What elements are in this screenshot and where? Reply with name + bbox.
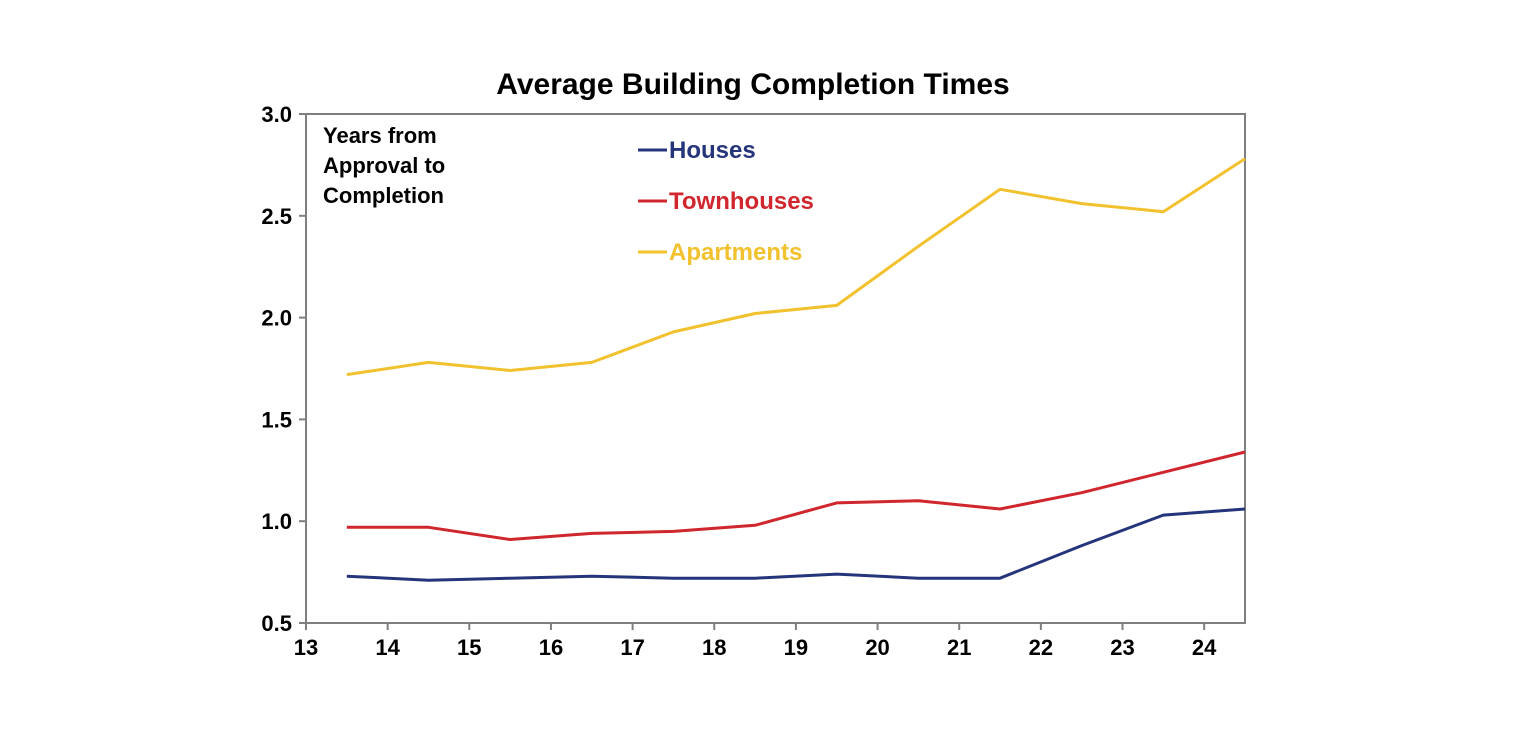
x-tick-label: 20	[865, 635, 889, 660]
legend: Houses Townhouses Apartments	[638, 137, 814, 266]
legend-item-houses: Houses	[638, 137, 756, 164]
y-tick-label: 1.0	[261, 509, 292, 534]
axis-unit-annotation: Years from Approval to Completion	[323, 123, 445, 208]
x-tick-label: 15	[457, 635, 481, 660]
series-line-apartments	[346, 157, 1246, 377]
y-tick-label: 2.0	[261, 306, 292, 331]
y-axis: 0.5 1.0 1.5 2.0 2.5 3.0	[261, 102, 306, 636]
series-line-houses	[346, 507, 1246, 582]
x-tick-label: 16	[539, 635, 563, 660]
x-tick-label: 22	[1029, 635, 1053, 660]
y-tick-label: 0.5	[261, 611, 292, 636]
x-tick-label: 24	[1192, 635, 1217, 660]
annotation-line-1: Years from	[323, 123, 437, 148]
legend-label: Townhouses	[669, 188, 814, 215]
y-tick-label: 1.5	[261, 407, 292, 432]
y-tick-label: 2.5	[261, 204, 292, 229]
plot-area-frame	[305, 113, 1246, 624]
legend-label: Houses	[669, 137, 756, 164]
y-tick-label: 3.0	[261, 102, 292, 127]
legend-item-townhouses: Townhouses	[638, 188, 814, 215]
chart-title: Average Building Completion Times	[496, 68, 1009, 101]
annotation-line-2: Approval to	[323, 153, 445, 178]
legend-label: Apartments	[669, 239, 802, 266]
x-tick-label: 17	[620, 635, 644, 660]
x-tick-label: 13	[294, 635, 318, 660]
series-line-townhouses	[346, 450, 1246, 541]
series-lines	[346, 157, 1246, 582]
x-tick-label: 14	[375, 635, 400, 660]
annotation-line-3: Completion	[323, 183, 444, 208]
x-axis: 13 14 15 16 17 18 19 20 21 22 23 24	[294, 623, 1217, 660]
x-tick-label: 23	[1110, 635, 1134, 660]
x-tick-label: 19	[784, 635, 808, 660]
x-tick-label: 21	[947, 635, 971, 660]
x-tick-label: 18	[702, 635, 726, 660]
legend-item-apartments: Apartments	[638, 239, 802, 266]
